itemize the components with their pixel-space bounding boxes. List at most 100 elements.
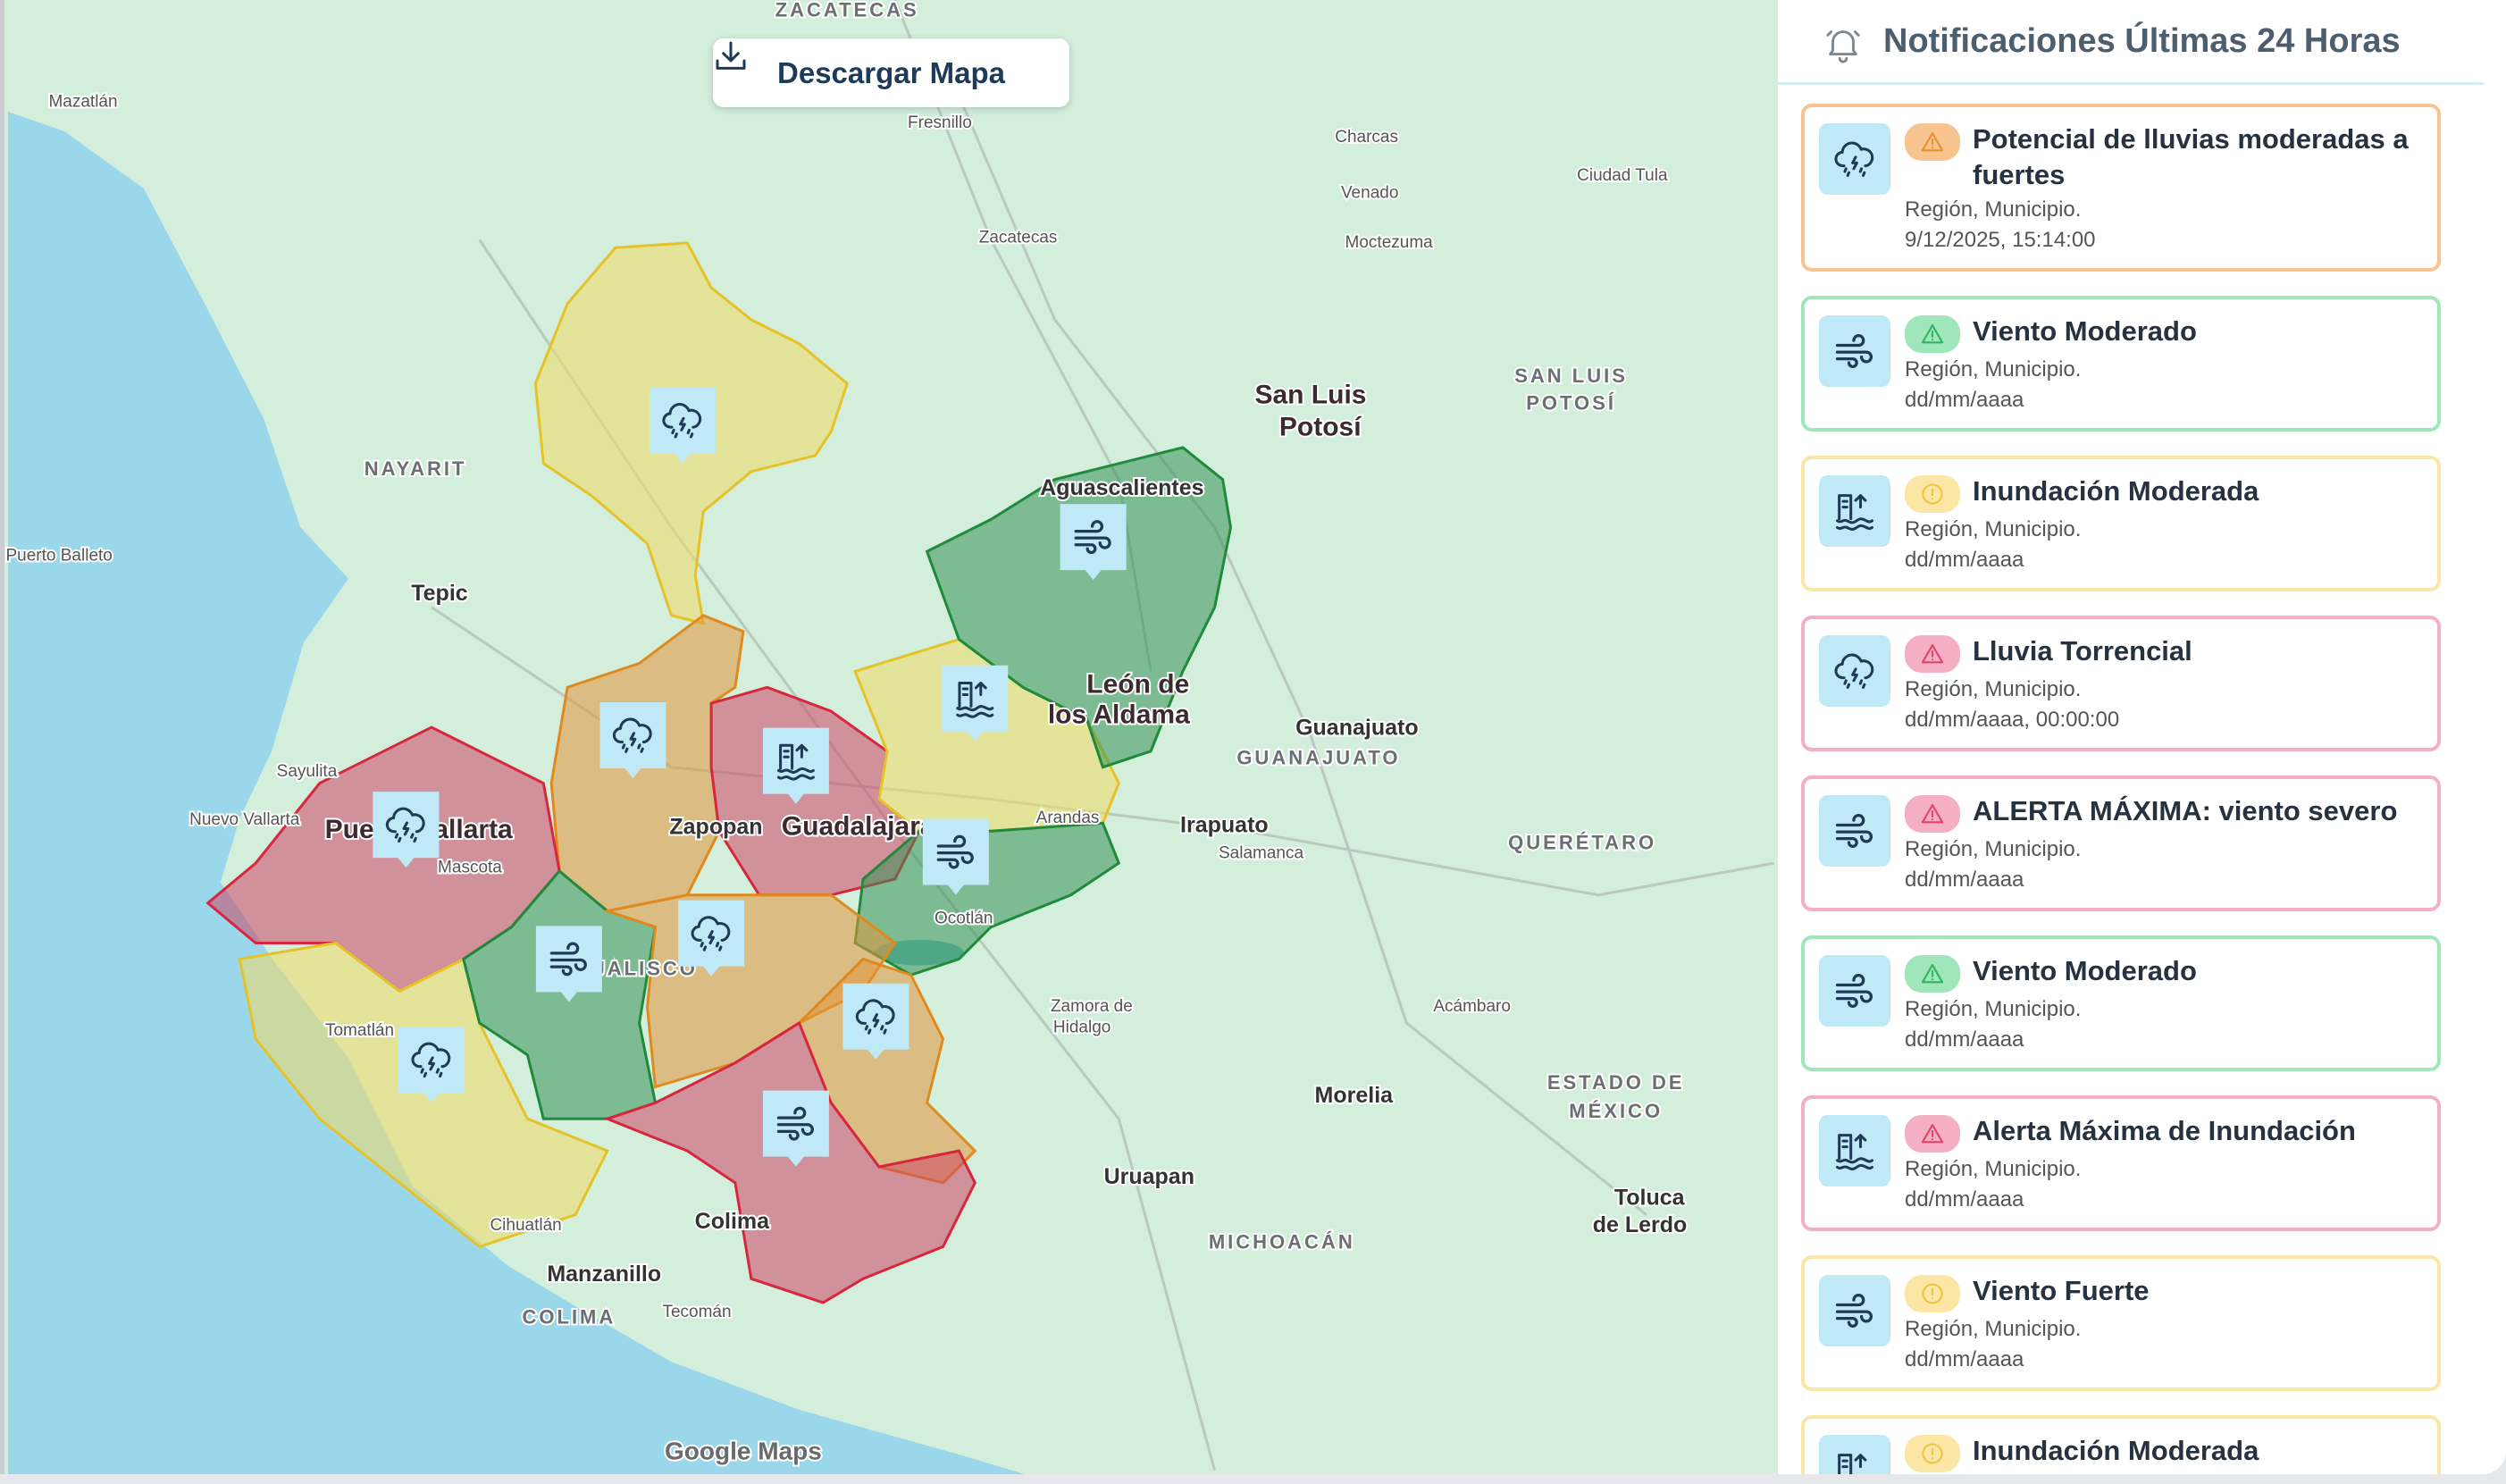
icon-glyph [1835,1454,1874,1474]
map-label: MÉXICO [1569,1100,1663,1122]
map-label: POTOSÍ [1526,391,1616,414]
map-label: Potosí [1279,412,1362,441]
notification-card[interactable]: Viento Fuerte Región, Municipio. dd/mm/aaa… [1801,1255,2441,1391]
map-label: Guadalajara [782,812,935,842]
download-map-button[interactable]: Descargar Mapa [713,38,1069,107]
map-marker[interactable] [398,1027,465,1103]
icon-glyph [1835,814,1873,848]
severity-badge [1905,475,1960,513]
notification-icon [1819,955,1890,1027]
map-label: Salamanca [1219,843,1303,862]
map-label: Nuevo Vallarta [189,810,300,829]
title-row: ALERTA MÁXIMA: viento severo [1905,793,2419,833]
marker-shape [762,727,829,804]
map-label: GUANAJUATO [1236,747,1400,769]
severity-badge [1905,315,1960,353]
notification-icon [1819,475,1890,547]
notification-card[interactable]: ALERTA MÁXIMA: viento severo Región, Muni… [1801,776,2441,911]
map-label: QUERÉTARO [1508,831,1656,853]
icon-glyph [1835,494,1874,531]
region[interactable] [238,941,609,1249]
panel-header: Notificaciones Últimas 24 Horas [1778,0,2484,85]
notification-date: 9/12/2025, 15:14:00 [1905,228,2096,252]
map-label: Toluca [1614,1185,1686,1210]
notification-title: Lluvia Torrencial [1973,635,2192,667]
map-label: Tepic [411,581,468,606]
notification-card[interactable]: Inundación Moderada Región, Municipio. dd/… [1801,456,2441,591]
map-marker[interactable] [678,900,745,977]
region[interactable] [462,868,658,1120]
severity-icon [1921,964,1944,984]
severity-badge [1905,1435,1960,1472]
region[interactable] [603,1020,976,1304]
notification-icon [1819,795,1890,867]
title-row: Inundación Moderada [1905,1433,2419,1472]
map-marker[interactable] [942,665,1009,742]
map-marker[interactable] [1060,504,1127,581]
notification-card[interactable]: Alerta Máxima de Inundación Región, Munic… [1801,1095,2441,1231]
map-label: Puerto Balleto [6,547,113,566]
severity-badge [1905,955,1960,993]
notification-location: Región, Municipio. [1905,517,2082,541]
map-label: Aguascalientes [1040,475,1203,500]
map-label: Google Maps [665,1438,822,1465]
map-marker[interactable] [842,983,909,1060]
title-row: Inundación Moderada [1905,474,2419,513]
map-label: Guanajuato [1295,715,1419,740]
notification-location: Región, Municipio. [1905,677,2082,701]
map-label: Morelia [1315,1083,1395,1108]
icon-glyph [1835,334,1873,368]
download-icon [713,38,749,74]
download-label[interactable]: Descargar Mapa [777,55,1005,89]
map-label: NAYARIT [365,457,467,480]
map-marker[interactable] [535,926,602,1002]
title-row: Lluvia Torrencial [1905,633,2419,673]
region[interactable] [925,446,1233,769]
map-marker[interactable] [922,818,989,895]
map[interactable]: ZACATECAS Mazatlán NAYARIT Tepic Puerto Vall… [0,0,1778,1474]
map-marker[interactable] [599,701,666,778]
marker-shape [1060,504,1127,581]
map-marker[interactable] [762,727,829,804]
map-marker[interactable] [649,387,716,464]
notification-location: Región, Municipio. [1905,1317,2082,1341]
notification-date: dd/mm/aaaa [1905,1027,2024,1052]
severity-icon [1922,1443,1943,1464]
ocean [7,112,1025,1474]
notification-icon [1819,1115,1890,1186]
notification-title: Viento Fuerte [1973,1275,2150,1306]
icon-glyph [1835,974,1873,1008]
panel-title: Notificaciones Últimas 24 Horas [1883,21,2401,60]
notification-card[interactable]: Viento Moderado Región, Municipio. dd/mm/a… [1801,935,2441,1071]
map-label: León de [1086,669,1189,699]
notification-date: dd/mm/aaaa [1905,548,2024,572]
severity-icon [1922,483,1943,505]
notification-date: dd/mm/aaaa [1905,1187,2024,1212]
map-label: ESTADO DE [1547,1071,1685,1094]
title-row: Viento Moderado [1905,314,2419,353]
map-label: Uruapan [1104,1164,1194,1189]
notification-card[interactable]: Viento Moderado Región, Municipio. dd/mm/a… [1801,296,2441,432]
notification-title: Viento Moderado [1973,315,2197,347]
marker-shape [942,665,1009,742]
map-label: Hidalgo [1053,1018,1111,1036]
notification-card[interactable]: Lluvia Torrencial Región, Municipio. dd/mm… [1801,616,2441,751]
map-label: Zamora de [1051,997,1133,1016]
notification-icon [1819,635,1890,707]
notification-location: Región, Municipio. [1905,357,2082,381]
notification-location: Región, Municipio. [1905,1157,2082,1181]
notification-title: Viento Moderado [1973,955,2197,986]
severity-badge [1905,1115,1960,1153]
map-marker[interactable] [762,1090,829,1167]
notification-title: Potencial de lluvias moderadas a fuertes [1973,123,2409,190]
notification-location: Región, Municipio. [1905,997,2082,1021]
road [958,95,1647,1216]
notification-card[interactable]: Potencial de lluvias moderadas a fuertes… [1801,104,2441,272]
map-marker[interactable] [373,792,440,868]
notification-list: Potencial de lluvias moderadas a fuertes… [1801,104,2441,1474]
map-label: Ciudad Tula [1577,166,1668,185]
map-label: Manzanillo [547,1262,661,1287]
